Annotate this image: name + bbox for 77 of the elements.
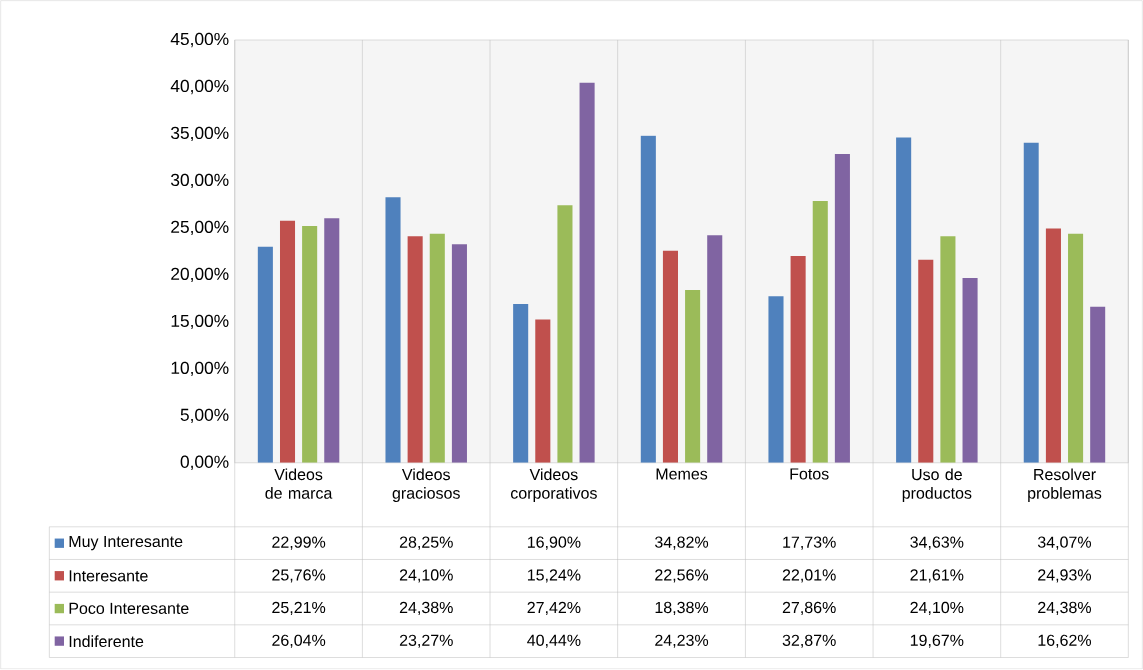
data-label: 24,10% xyxy=(399,569,453,583)
data-label: 24,23% xyxy=(655,634,709,649)
bar xyxy=(302,226,318,464)
x-tick-label: Videos corporativos xyxy=(510,468,597,503)
bar xyxy=(640,135,656,464)
bar xyxy=(451,244,467,464)
bar xyxy=(535,319,551,464)
bar xyxy=(1068,233,1084,464)
data-label: 27,86% xyxy=(782,602,836,616)
bar xyxy=(513,304,529,464)
data-label: 40,44% xyxy=(527,634,581,649)
x-tick-label: Fotos xyxy=(790,468,829,480)
bar xyxy=(918,259,934,464)
y-tick-label: 35,00% xyxy=(171,127,229,142)
bar xyxy=(896,137,912,464)
data-label: 19,67% xyxy=(910,634,964,649)
data-label: 22,56% xyxy=(655,569,709,583)
bar xyxy=(407,236,423,464)
x-tick-label: Memes xyxy=(656,468,708,480)
x-tick-label: Resolver problemas xyxy=(1028,468,1102,503)
legend-label: Indiferente xyxy=(69,635,144,648)
y-tick-label: 15,00% xyxy=(171,314,229,330)
y-tick-label: 20,00% xyxy=(171,267,229,283)
data-label: 15,24% xyxy=(527,569,581,583)
data-label: 32,87% xyxy=(782,634,836,649)
data-label: 18,38% xyxy=(655,602,709,616)
data-label: 16,62% xyxy=(1038,634,1092,649)
bar xyxy=(324,218,340,464)
data-label: 34,63% xyxy=(910,536,964,550)
data-label: 23,27% xyxy=(399,634,453,649)
bar xyxy=(685,290,701,464)
bar xyxy=(279,221,296,464)
x-tick-label: Videos de marca xyxy=(265,468,333,500)
data-label: 24,93% xyxy=(1038,569,1092,583)
bar xyxy=(834,154,850,464)
data-label: 25,76% xyxy=(272,569,326,583)
data-label: 26,04% xyxy=(272,634,326,649)
data-label: 17,73% xyxy=(783,536,836,550)
data-label: 21,61% xyxy=(910,569,964,583)
y-tick-label: 30,00% xyxy=(171,174,229,189)
bar xyxy=(1045,228,1061,464)
bar xyxy=(790,256,806,464)
bar xyxy=(257,247,273,464)
data-label: 34,07% xyxy=(1037,536,1092,550)
data-label: 34,82% xyxy=(655,536,709,550)
y-tick-label: 25,00% xyxy=(171,220,229,236)
data-label: 22,01% xyxy=(782,569,836,583)
bar xyxy=(812,201,828,464)
bar xyxy=(557,205,573,464)
bar xyxy=(579,83,595,464)
data-label: 24,10% xyxy=(910,602,964,616)
bar xyxy=(429,233,445,464)
data-label: 22,99% xyxy=(272,536,326,550)
data-label: 28,25% xyxy=(399,536,453,550)
x-tick-label: Videos graciosos xyxy=(392,468,460,503)
data-label: 27,42% xyxy=(527,602,581,616)
bar xyxy=(707,235,723,464)
data-label: 24,38% xyxy=(1038,602,1092,616)
bar xyxy=(662,251,678,464)
bar xyxy=(768,296,784,464)
data-label: 24,38% xyxy=(399,602,453,616)
data-label: 25,21% xyxy=(272,602,326,616)
y-tick-label: 0,00% xyxy=(180,455,229,471)
y-tick-label: 10,00% xyxy=(171,361,229,377)
bar xyxy=(1090,306,1106,464)
bar xyxy=(940,236,956,464)
bar xyxy=(385,197,401,464)
x-tick-label: Uso de productos xyxy=(902,468,972,503)
y-tick-label: 40,00% xyxy=(170,80,229,95)
bar xyxy=(1023,142,1039,464)
data-label: 16,90% xyxy=(527,536,581,550)
y-tick-label: 5,00% xyxy=(180,408,229,424)
legend-label: Interesante xyxy=(69,570,148,582)
y-tick-label: 45,00% xyxy=(170,33,229,48)
bar xyxy=(962,278,978,464)
legend-label: Muy Interesante xyxy=(69,536,183,551)
legend-label: Poco Interesante xyxy=(69,603,189,615)
